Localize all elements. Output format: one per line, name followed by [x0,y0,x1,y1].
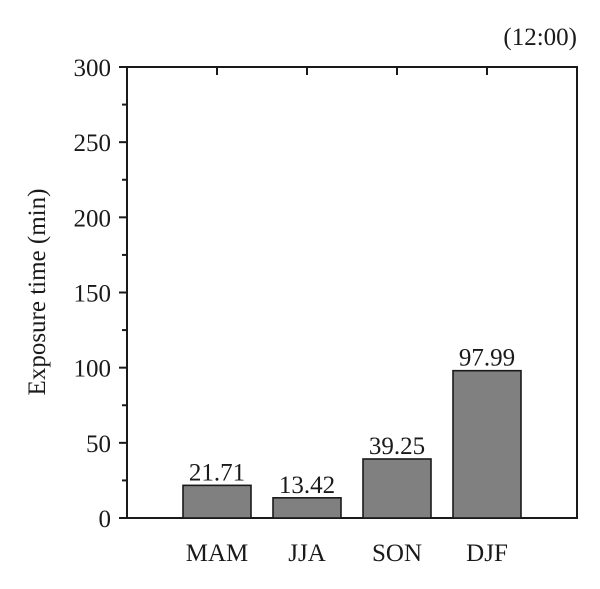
data-label-son: 39.25 [369,433,425,460]
bar-son [362,458,432,519]
data-label-jja: 13.42 [279,472,335,499]
y-tick-label: 50 [86,431,111,458]
bar-djf [452,369,522,519]
bar-jja [272,497,342,519]
bars [182,369,522,519]
category-label-djf: DJF [466,540,508,567]
category-label-mam: MAM [186,540,249,567]
y-tick-label: 100 [74,356,112,383]
y-tick-label: 300 [74,55,112,82]
data-labels: 21.71 13.42 39.25 97.99 [189,345,515,499]
y-axis-label: Exposure time (min) [24,189,51,396]
y-tick-label: 200 [74,205,112,232]
y-tick-labels: 0 50 100 150 200 250 300 [74,55,112,533]
data-label-djf: 97.99 [459,345,515,372]
time-annotation: (12:00) [503,24,577,51]
data-label-mam: 21.71 [189,459,245,486]
bar-mam [182,484,252,519]
category-label-son: SON [372,540,422,567]
axis-ticks [119,66,488,519]
y-tick-label: 150 [74,281,112,308]
y-tick-label: 250 [74,130,112,157]
category-label-jja: JJA [288,540,326,567]
category-labels: MAM JJA SON DJF [186,540,508,567]
y-tick-label: 0 [99,506,112,533]
